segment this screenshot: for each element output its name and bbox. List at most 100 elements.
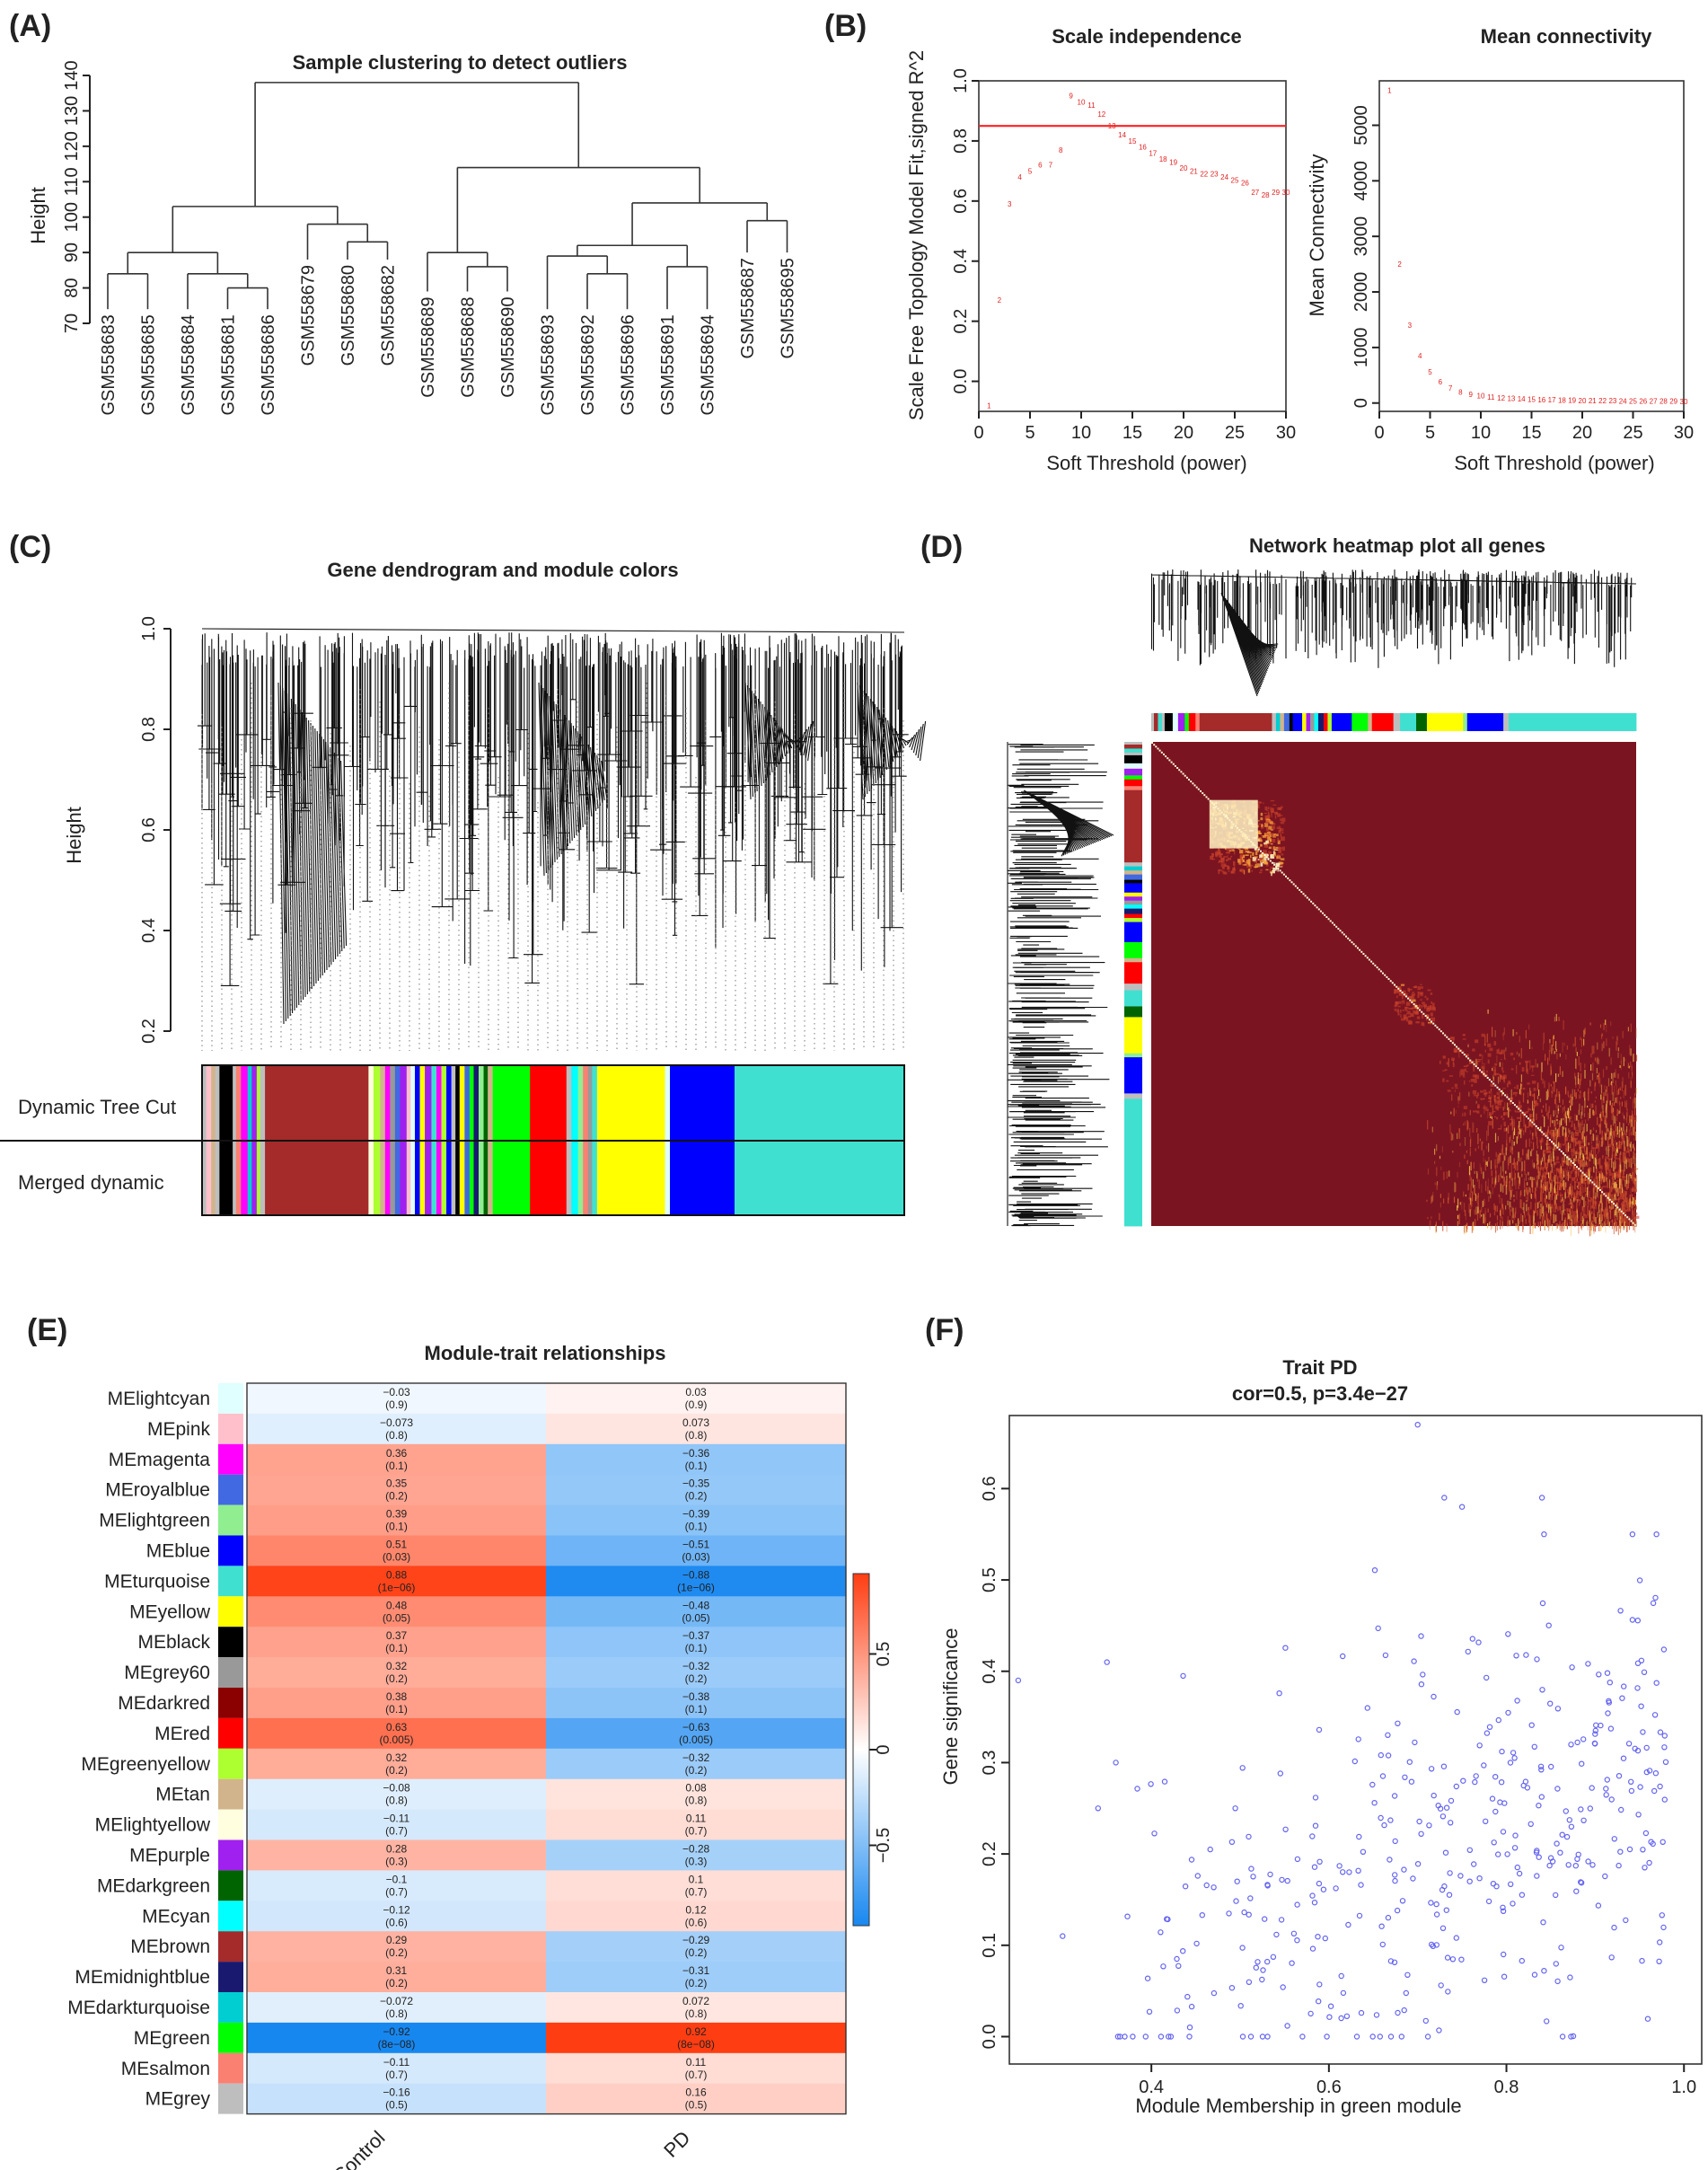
heatmap-cell <box>1523 1178 1526 1188</box>
heatmap-cell <box>1222 866 1225 869</box>
heatmap-cell <box>1459 1071 1461 1078</box>
heatmap-diagonal-cell <box>1180 771 1183 773</box>
heatmap-cell <box>1518 1172 1519 1178</box>
heatmap-cell <box>1617 1052 1619 1058</box>
gene-point <box>1234 1878 1240 1884</box>
heatmap-cell <box>1493 1181 1496 1188</box>
heatmap-cell <box>1593 1156 1595 1164</box>
heatmap-diagonal-cell <box>1376 966 1378 969</box>
heatmap-cell <box>1280 818 1282 821</box>
gene-point <box>1290 1930 1298 1936</box>
heatmap-cell <box>1520 1128 1523 1132</box>
heatmap-cell <box>1530 1151 1532 1157</box>
heatmap-cell <box>1554 1214 1555 1223</box>
heatmap-cell <box>1535 1103 1539 1107</box>
heatmap-cell <box>1280 833 1282 837</box>
heatmap-cell <box>1549 1220 1551 1229</box>
heatmap-cell <box>1551 1090 1553 1093</box>
heatmap-cell <box>1598 1144 1600 1152</box>
heatmap-cell <box>1602 1105 1604 1114</box>
gene-point <box>1634 1660 1642 1667</box>
heatmap-diagonal-cell <box>1469 1059 1472 1062</box>
heatmap-cell <box>1592 1103 1594 1108</box>
heatmap-cell <box>1625 1151 1629 1153</box>
heatmap-cell <box>1484 1217 1486 1223</box>
heatmap-cell <box>1576 1149 1578 1154</box>
heatmap-cell <box>1526 1126 1529 1128</box>
heatmap-cell <box>1454 1049 1457 1053</box>
heatmap-diagonal-cell <box>1366 957 1369 959</box>
heatmap-cell <box>1630 1128 1632 1132</box>
heatmap-cell <box>1487 1108 1489 1119</box>
gene-point <box>1260 1967 1266 1973</box>
heatmap-cell <box>1551 1147 1553 1150</box>
gene-point <box>1412 1739 1418 1746</box>
cell-control-value: 0.35 <box>386 1478 408 1490</box>
scale-independence-point-label: 6 <box>1038 162 1043 170</box>
heatmap-cell <box>1633 1167 1635 1176</box>
panel-b1-title: Scale independence <box>1052 25 1242 48</box>
heatmap-cell <box>1511 1178 1513 1186</box>
heatmap-cell <box>1536 1137 1538 1146</box>
scale-independence-point-label: 10 <box>1078 98 1086 106</box>
heatmap-cell <box>1452 1151 1454 1153</box>
heatmap-cell <box>1563 1020 1564 1030</box>
heatmap-cell <box>1246 860 1251 864</box>
gene-point <box>1608 1954 1615 1961</box>
heatmap-cell <box>1271 834 1272 837</box>
heatmap-cell <box>1611 1185 1613 1193</box>
heatmap-cell <box>1630 1048 1632 1056</box>
heatmap-cell <box>1524 1212 1526 1215</box>
heatmap-cell <box>1526 1196 1528 1199</box>
heatmap-cell <box>1613 1183 1615 1188</box>
gene-point <box>1438 1982 1444 1989</box>
heatmap-cell <box>1509 1100 1511 1105</box>
gene-point <box>1617 1848 1624 1855</box>
heatmap-cell <box>1254 847 1257 851</box>
heatmap-cell <box>1410 1000 1412 1004</box>
heatmap-cell <box>1242 859 1245 862</box>
heatmap-cell <box>1603 1213 1605 1216</box>
cell-pd-pvalue: (0.1) <box>685 1521 708 1533</box>
heatmap-cell <box>1272 868 1277 871</box>
heatmap-cell <box>1580 1145 1585 1149</box>
mean-connectivity-xtick-label: 10 <box>1471 423 1491 443</box>
heatmap-cell <box>1479 1138 1481 1142</box>
heatmap-cell <box>1606 1038 1607 1046</box>
mean-connectivity-ytick-label: 4000 <box>1351 161 1371 201</box>
heatmap-cell <box>1491 1184 1492 1188</box>
module-color-segment-greenyellow <box>441 1065 447 1141</box>
heatmap-diagonal-cell <box>1157 747 1159 750</box>
heatmap-cell <box>1630 1116 1633 1122</box>
heatmap-cell <box>1462 1113 1464 1116</box>
heatmap-diagonal-cell <box>1543 1133 1545 1135</box>
heatmap-cell <box>1563 1160 1567 1164</box>
heatmap-cell <box>1620 1169 1622 1173</box>
heatmap-cell <box>1528 1207 1529 1216</box>
module-color-segment-grey60 <box>1310 713 1315 731</box>
heatmap-cell <box>1571 1202 1572 1209</box>
heatmap-diagonal-cell <box>1597 1186 1599 1189</box>
heatmap-cell <box>1545 1195 1547 1199</box>
heatmap-cell <box>1583 1029 1585 1037</box>
gene-point <box>1634 1685 1641 1691</box>
heatmap-cell <box>1606 1166 1607 1176</box>
heatmap-cell <box>1603 1221 1605 1227</box>
heatmap-cell <box>1463 1065 1468 1068</box>
heatmap-cell <box>1258 819 1260 822</box>
heatmap-cell <box>1529 1223 1531 1234</box>
heatmap-cell <box>1580 1121 1581 1125</box>
module-color-segment-darkturquoise <box>1124 866 1142 871</box>
heatmap-cell <box>1545 1204 1547 1208</box>
gene-point <box>1661 1744 1668 1751</box>
heatmap-cell <box>1611 1199 1613 1210</box>
heatmap-cell <box>1510 1068 1514 1071</box>
panel-c-ytick-label: 0.2 <box>139 1019 159 1044</box>
heatmap-cell <box>1591 1176 1593 1179</box>
heatmap-diagonal-cell <box>1473 1063 1475 1065</box>
module-label-MElightgreen: MElightgreen <box>99 1511 210 1531</box>
heatmap-diagonal-cell <box>1158 749 1161 752</box>
heatmap-cell <box>1536 1145 1538 1149</box>
heatmap-cell <box>1602 1112 1604 1117</box>
heatmap-cell <box>1418 993 1422 995</box>
